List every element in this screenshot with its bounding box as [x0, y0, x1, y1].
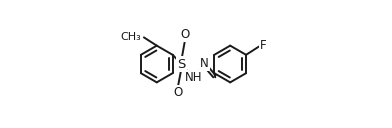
Text: N: N — [200, 57, 209, 70]
Text: O: O — [173, 86, 182, 99]
Text: NH: NH — [185, 71, 203, 84]
Text: CH₃: CH₃ — [120, 32, 141, 42]
Text: F: F — [260, 39, 267, 52]
Text: S: S — [177, 57, 186, 71]
Text: O: O — [181, 28, 190, 41]
